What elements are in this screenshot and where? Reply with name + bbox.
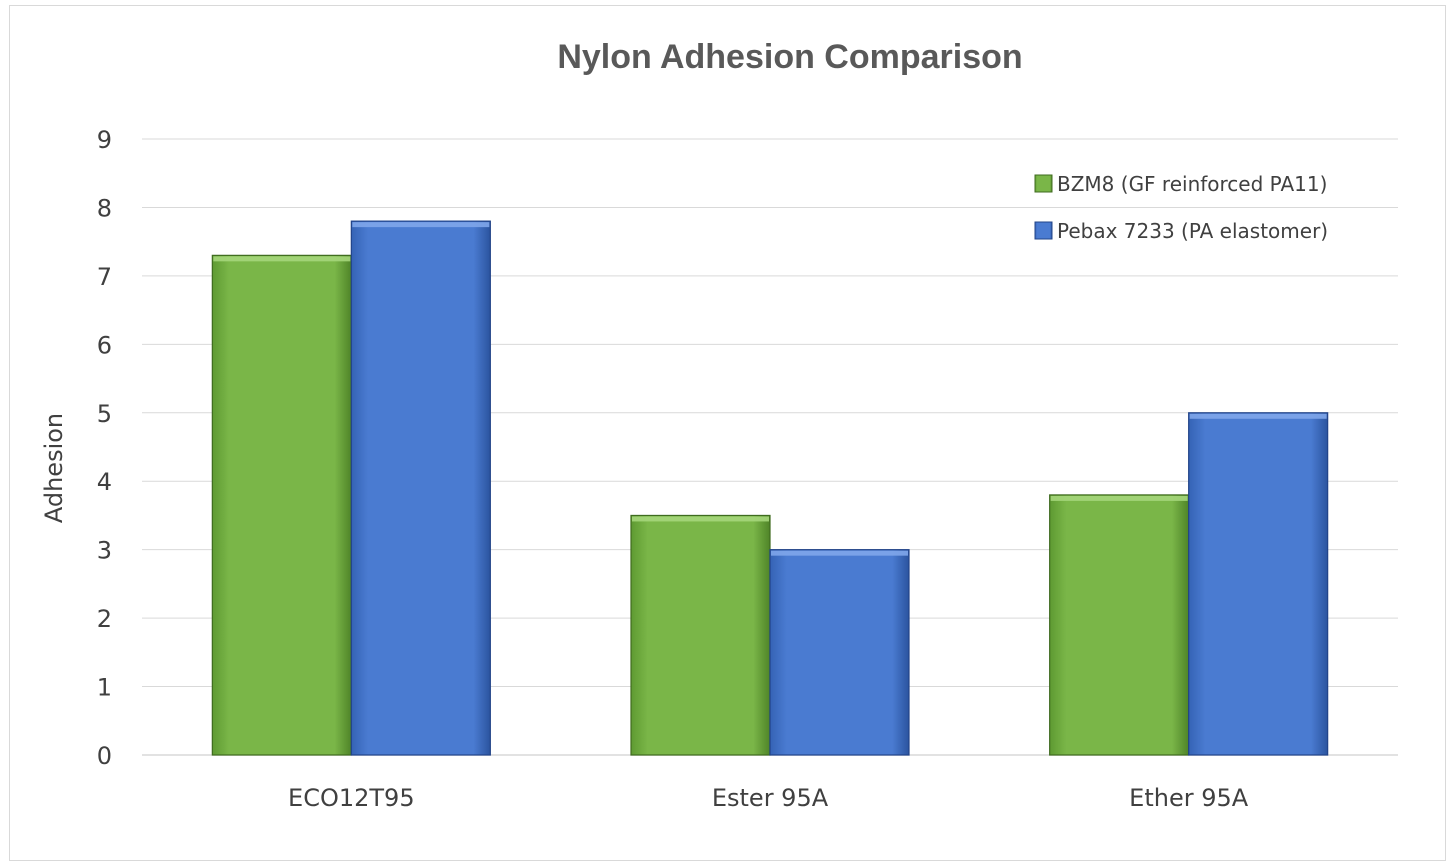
legend: BZM8 (GF reinforced PA11) Pebax 7233 (PA … [1034,172,1328,243]
legend-swatch [1034,221,1053,240]
y-tick-label: 7 [97,263,112,291]
bar-bevel [1050,495,1188,501]
x-tick-label: ECO12T95 [288,784,415,812]
bar-pebax-2 [1188,412,1329,756]
x-tick-label: Ester 95A [712,784,829,812]
bar-body [630,514,771,756]
bar-bzm8-2 [1049,494,1190,756]
bar-bevel [213,256,351,262]
bar-bevel [632,516,769,522]
bar-body [211,254,352,756]
bar-bzm8-1 [630,514,771,756]
y-axis-ticks: 0 1 2 3 4 5 6 7 8 9 [97,126,112,770]
legend-entry-0: BZM8 (GF reinforced PA11) [1034,172,1327,196]
y-tick-label: 6 [97,331,112,359]
y-tick-label: 9 [97,126,112,154]
y-tick-label: 4 [97,468,112,496]
bar-body [769,549,910,756]
chart-title: Nylon Adhesion Comparison [557,38,1022,76]
bar-body [1049,494,1190,756]
bar-bzm8-0 [211,254,352,756]
legend-entry-1: Pebax 7233 (PA elastomer) [1034,219,1328,243]
y-tick-label: 2 [97,605,112,633]
bar-pebax-1 [769,549,910,756]
bar-bevel [771,550,908,556]
bar-body [1188,412,1329,756]
y-tick-label: 5 [97,400,112,428]
bar-pebax-0 [350,220,491,756]
x-tick-label: Ether 95A [1129,784,1249,812]
y-tick-label: 8 [97,194,112,222]
y-tick-label: 3 [97,537,112,565]
bar-bevel [1189,413,1327,419]
bar-body [350,220,491,756]
x-axis-ticks: ECO12T95 Ester 95A Ether 95A [288,784,1249,812]
bar-bevel [352,222,490,228]
legend-label: Pebax 7233 (PA elastomer) [1057,219,1328,243]
y-axis-label: Adhesion [40,413,68,523]
bars [211,220,1329,756]
legend-swatch [1034,174,1053,193]
y-tick-label: 0 [97,742,112,770]
legend-label: BZM8 (GF reinforced PA11) [1057,172,1327,196]
y-tick-label: 1 [97,674,112,702]
